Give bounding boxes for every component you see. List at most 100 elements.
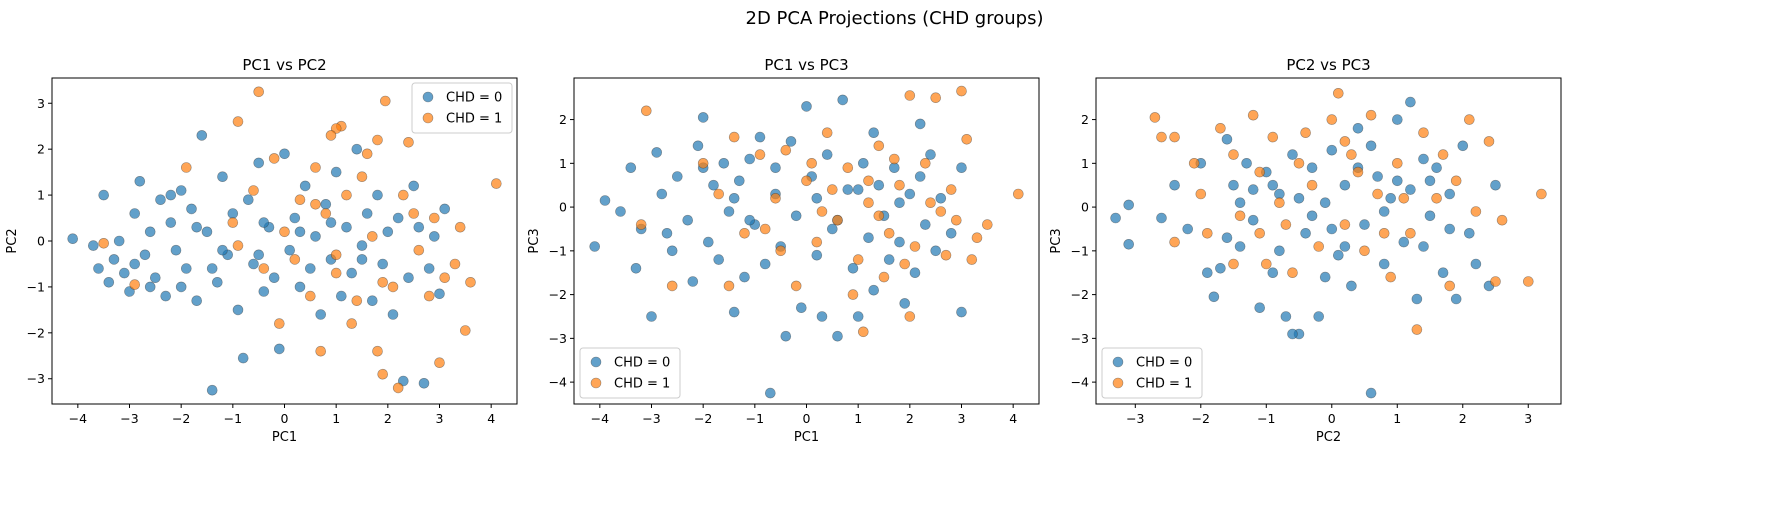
data-point-chd0 xyxy=(1287,149,1298,160)
data-point-chd0 xyxy=(423,263,435,274)
subplot-3: PC2 vs PC3 −3 −2 −1 0 1 2 3 −4 −3 −2 −1 0 1 2 PC2 PC3 CHD… xyxy=(1049,56,1562,445)
data-point-chd0 xyxy=(351,143,363,155)
data-point-chd0 xyxy=(1424,175,1436,187)
data-point-chd0 xyxy=(811,249,823,261)
data-point-chd1 xyxy=(770,193,781,204)
data-point-chd1 xyxy=(873,210,885,222)
x-tick-label: −1 xyxy=(746,411,764,426)
y-tick-label: −3 xyxy=(27,371,45,386)
data-point-chd1 xyxy=(392,382,404,394)
data-point-chd1 xyxy=(847,289,859,300)
y-tick-label: −3 xyxy=(549,331,567,346)
data-point-chd0 xyxy=(299,180,311,192)
data-point-chd1 xyxy=(1287,267,1298,279)
data-point-chd1 xyxy=(423,290,435,302)
y-axis-label: PC3 xyxy=(1049,228,1064,253)
data-point-chd0 xyxy=(144,226,156,238)
x-tick-label: −3 xyxy=(642,411,660,426)
data-point-chd1 xyxy=(465,276,476,288)
data-point-chd1 xyxy=(1392,158,1403,169)
data-point-chd1 xyxy=(361,148,373,160)
data-point-chd0 xyxy=(708,179,719,191)
x-tick-label: 0 xyxy=(281,411,289,426)
y-tick-label: −2 xyxy=(549,287,567,302)
data-point-chd1 xyxy=(232,116,244,127)
data-point-chd0 xyxy=(103,276,115,288)
data-point-chd0 xyxy=(413,221,425,233)
data-point-chd1 xyxy=(1437,149,1449,160)
data-point-chd1 xyxy=(1359,245,1370,257)
data-point-chd0 xyxy=(98,189,109,201)
data-point-chd0 xyxy=(366,295,378,307)
y-tick-label: −4 xyxy=(549,375,567,390)
data-point-chd0 xyxy=(687,276,699,287)
data-point-chd1 xyxy=(1169,131,1180,143)
legend: CHD = 0 CHD = 1 xyxy=(579,347,681,399)
data-point-chd0 xyxy=(1405,96,1416,108)
data-point-chd0 xyxy=(186,203,197,215)
data-point-chd0 xyxy=(372,189,383,201)
data-point-chd0 xyxy=(227,208,239,219)
data-point-chd0 xyxy=(284,244,296,256)
data-point-chd0 xyxy=(811,193,823,204)
data-point-chd0 xyxy=(439,203,451,215)
data-point-chd0 xyxy=(852,311,864,322)
data-point-chd0 xyxy=(1169,179,1180,191)
legend-marker xyxy=(422,112,434,124)
data-point-chd1 xyxy=(1306,179,1318,191)
subplot-2: PC1 vs PC3 −4 −3 −2 −1 0 1 2 3 4 −4 −3 −2 −1 0 1 2 PC1 PC3… xyxy=(527,56,1040,445)
data-point-chd0 xyxy=(770,162,781,173)
data-point-chd1 xyxy=(713,188,725,200)
x-tick-label: −4 xyxy=(591,411,609,426)
data-point-chd1 xyxy=(1496,214,1508,226)
data-point-chd1 xyxy=(801,175,812,187)
data-point-chd0 xyxy=(589,241,601,252)
data-point-chd0 xyxy=(356,254,368,265)
data-point-chd1 xyxy=(666,280,678,292)
data-point-chd0 xyxy=(1208,291,1220,303)
data-point-chd0 xyxy=(837,94,849,106)
data-point-chd1 xyxy=(842,162,854,173)
data-point-chd1 xyxy=(1405,228,1416,239)
data-point-chd0 xyxy=(723,206,735,217)
subplot-title: PC2 vs PC3 xyxy=(1286,56,1370,74)
data-point-chd0 xyxy=(129,258,140,270)
data-point-chd0 xyxy=(129,208,140,219)
data-point-chd0 xyxy=(1267,267,1279,279)
data-point-chd0 xyxy=(165,189,177,201)
subplot-title: PC1 vs PC2 xyxy=(242,56,326,74)
legend-box xyxy=(1101,347,1203,399)
data-point-chd1 xyxy=(826,184,838,195)
data-point-chd0 xyxy=(1405,184,1416,195)
plot-frame xyxy=(1095,77,1562,405)
data-point-chd1 xyxy=(1450,175,1462,187)
data-point-chd0 xyxy=(661,228,673,239)
data-point-chd0 xyxy=(1490,179,1501,191)
data-point-chd0 xyxy=(1326,223,1338,235)
data-point-chd1 xyxy=(863,197,874,208)
legend-marker xyxy=(1112,356,1124,368)
x-axis-label: PC1 xyxy=(272,430,297,445)
data-point-chd1 xyxy=(640,105,652,117)
data-point-chd1 xyxy=(811,236,823,248)
data-point-chd0 xyxy=(315,309,327,320)
data-point-chd0 xyxy=(175,185,187,196)
x-tick-label: 3 xyxy=(958,411,966,426)
data-point-chd1 xyxy=(98,238,109,249)
data-point-chd0 xyxy=(325,217,337,228)
data-point-chd0 xyxy=(883,254,895,265)
data-point-chd1 xyxy=(1300,127,1311,138)
data-point-chd0 xyxy=(67,233,78,244)
x-tick-label: −4 xyxy=(69,411,87,426)
data-point-chd1 xyxy=(377,368,389,380)
data-point-chd1 xyxy=(315,345,327,357)
data-point-chd1 xyxy=(966,254,978,265)
data-point-chd0 xyxy=(909,267,921,279)
data-point-chd1 xyxy=(403,137,414,148)
x-tick-label: 1 xyxy=(332,411,340,426)
data-point-chd1 xyxy=(253,86,265,98)
data-point-chd1 xyxy=(1234,210,1246,222)
data-point-chd1 xyxy=(129,279,140,290)
legend-label: CHD = 0 xyxy=(614,356,670,371)
data-point-chd0 xyxy=(894,236,905,248)
